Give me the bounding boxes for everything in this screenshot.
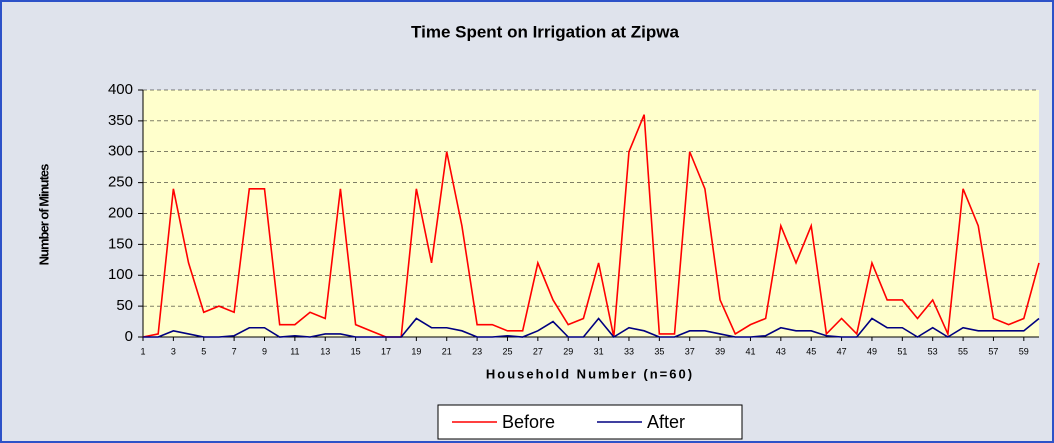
x-tick-label: 23 (472, 346, 482, 356)
series-line (143, 317, 1040, 339)
x-tick-label: 59 (1019, 346, 1029, 356)
x-tick-label: 45 (806, 346, 816, 356)
x-tick-label: 19 (411, 346, 421, 356)
x-tick-label: 33 (624, 346, 634, 356)
x-axis-title: Household Number (n=60) (486, 366, 694, 381)
x-tick-label: 17 (381, 346, 391, 356)
x-tick-label: 37 (685, 346, 695, 356)
x-tick-label: 3 (171, 346, 176, 356)
x-tick-label: 5 (201, 346, 206, 356)
y-tick-label: 400 (108, 81, 133, 98)
x-tick-label: 47 (837, 346, 847, 356)
x-tick-label: 55 (958, 346, 968, 356)
x-tick-label: 11 (290, 346, 299, 356)
legend-label: After (647, 412, 685, 432)
y-tick-label: 350 (108, 112, 133, 129)
x-tick-label: 51 (897, 346, 907, 356)
y-tick-label: 300 (108, 143, 133, 160)
x-tick-label: 29 (563, 346, 573, 356)
x-tick-label: 27 (533, 346, 543, 356)
x-tick-label: 39 (715, 346, 725, 356)
x-tick-label: 25 (502, 346, 512, 356)
x-tick-label: 49 (867, 346, 877, 356)
x-tick-label: 1 (140, 346, 145, 356)
y-tick-label: 250 (108, 174, 133, 191)
x-tick-label: 35 (654, 346, 664, 356)
x-tick-label: 7 (232, 346, 237, 356)
series-line (142, 114, 1040, 338)
y-tick-label: 200 (108, 204, 133, 221)
y-axis-title: Number of Minutes (36, 164, 51, 265)
x-tick-label: 41 (745, 346, 755, 356)
x-tick-label: 13 (320, 346, 330, 356)
x-tick-label: 21 (442, 346, 452, 356)
y-tick-label: 50 (116, 297, 133, 314)
x-tick-label: 31 (594, 346, 604, 356)
x-tick-label: 9 (262, 346, 267, 356)
y-tick-label: 100 (108, 266, 133, 283)
legend-label: Before (502, 412, 555, 432)
x-tick-label: 57 (988, 346, 998, 356)
x-tick-label: 53 (928, 346, 938, 356)
y-tick-label: 150 (108, 235, 133, 252)
x-tick-label: 15 (351, 346, 361, 356)
x-tick-label: 43 (776, 346, 786, 356)
y-tick-label: 0 (125, 328, 133, 345)
chart-title: Time Spent on Irrigation at Zipwa (411, 22, 679, 41)
